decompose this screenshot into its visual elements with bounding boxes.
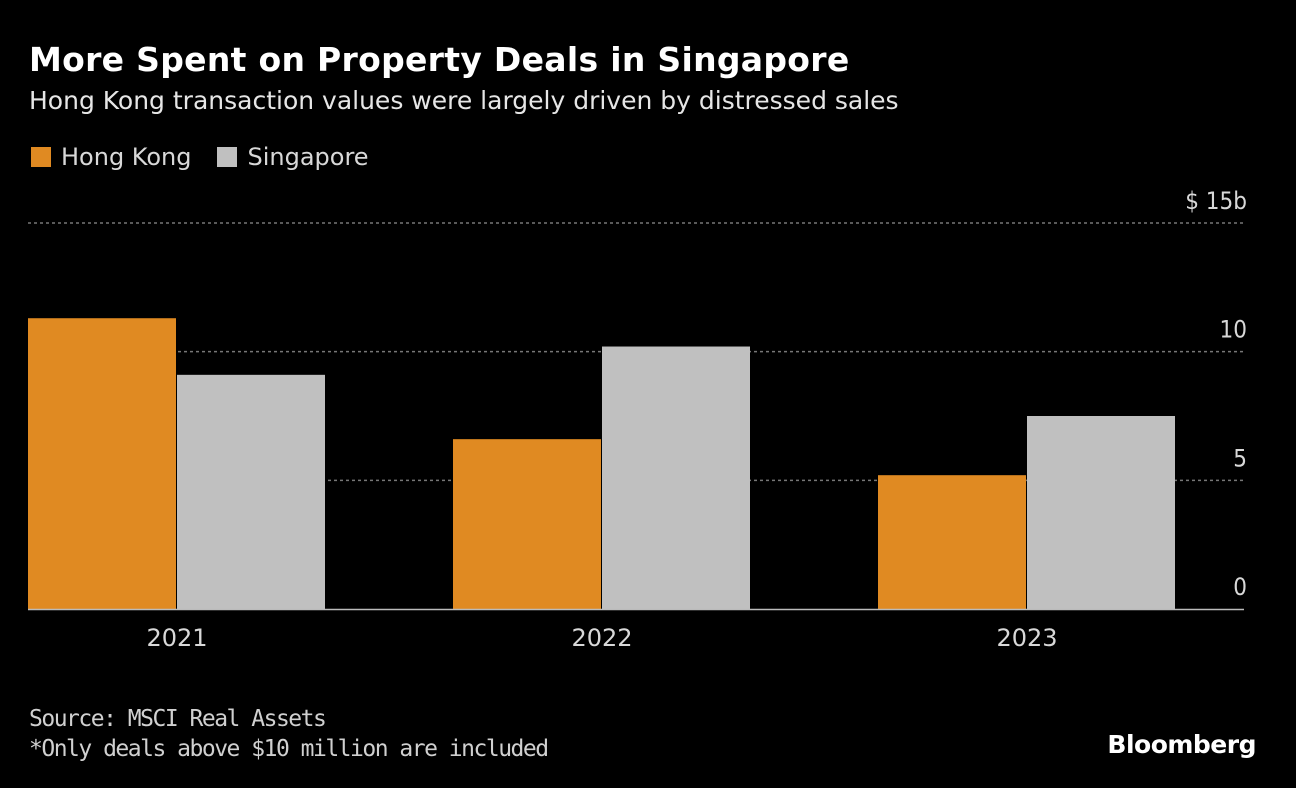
bloomberg-logo: Bloomberg: [1107, 730, 1256, 759]
bar-singapore-2023: [1027, 416, 1175, 609]
x-tick-label: 2021: [146, 624, 207, 652]
bar-hong-kong-2021: [28, 318, 176, 609]
x-tick-label: 2022: [571, 624, 632, 652]
legend-swatch: [217, 147, 238, 167]
bar-singapore-2022: [602, 346, 750, 609]
legend-item-singapore: Singapore: [217, 143, 369, 171]
bar-hong-kong-2023: [878, 475, 1026, 609]
y-tick-label: 10: [1220, 316, 1247, 344]
legend-swatch: [31, 147, 51, 167]
chart-title: More Spent on Property Deals in Singapor…: [29, 40, 850, 79]
footer: Source: MSCI Real Assets *Only deals abo…: [29, 704, 549, 764]
chart-subtitle: Hong Kong transaction values were largel…: [29, 86, 899, 115]
bar-hong-kong-2022: [453, 439, 601, 609]
legend-label: Hong Kong: [61, 143, 192, 171]
y-tick-label: 0: [1233, 573, 1247, 601]
legend-label: Singapore: [247, 143, 369, 171]
legend: Hong Kong Singapore: [31, 143, 369, 171]
y-tick-label: $ 15b: [1185, 187, 1247, 215]
bar-singapore-2021: [177, 374, 325, 609]
y-tick-label: 5: [1233, 444, 1247, 472]
legend-item-hong-kong: Hong Kong: [31, 143, 191, 171]
source-note: Source: MSCI Real Assets: [29, 706, 327, 732]
x-tick-label: 2023: [996, 624, 1057, 652]
footnote: *Only deals above $10 million are includ…: [29, 736, 549, 762]
